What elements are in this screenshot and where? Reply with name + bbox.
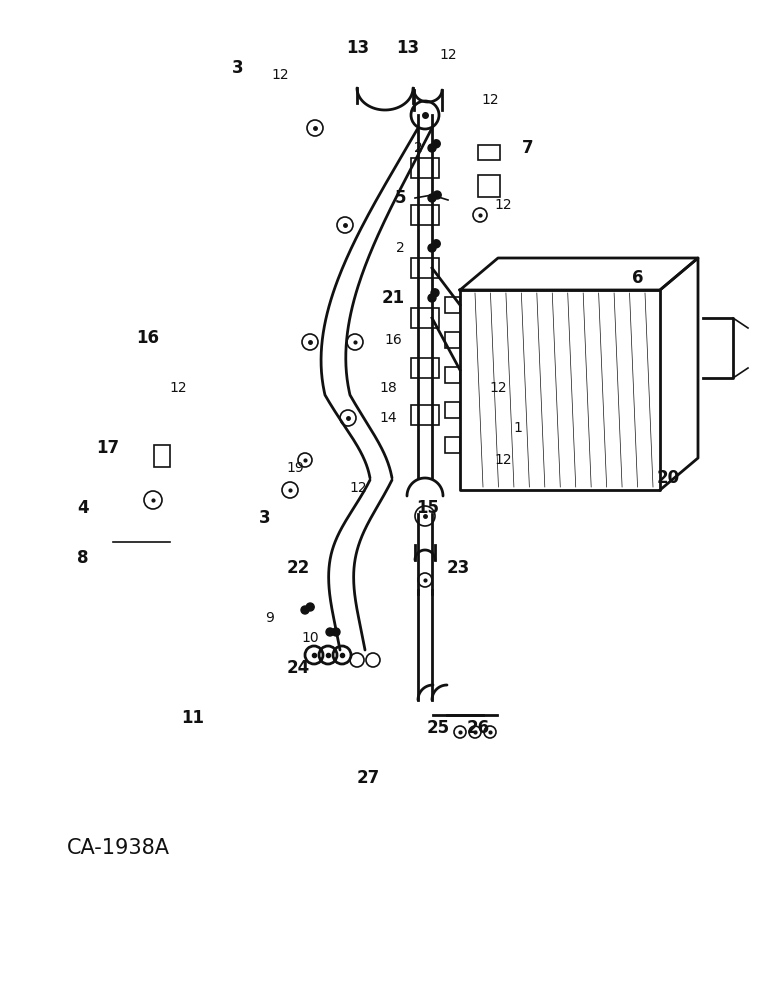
Bar [411, 205, 439, 225]
Text: 12: 12 [349, 481, 367, 495]
Bar [445, 437, 460, 453]
Bar [411, 308, 439, 328]
Circle shape [306, 603, 314, 611]
Bar [478, 145, 500, 160]
Circle shape [432, 240, 440, 248]
Text: 14: 14 [379, 411, 397, 425]
Text: 23: 23 [446, 559, 469, 577]
Text: 7: 7 [522, 139, 533, 157]
Circle shape [432, 140, 440, 148]
Text: 15: 15 [417, 499, 439, 517]
Bar [478, 175, 500, 197]
Text: 3: 3 [259, 509, 271, 527]
Text: 12: 12 [169, 381, 187, 395]
Circle shape [428, 244, 436, 252]
Text: 10: 10 [301, 631, 319, 645]
Text: 18: 18 [379, 381, 397, 395]
Circle shape [428, 194, 436, 202]
Text: 12: 12 [439, 48, 457, 62]
Bar [411, 358, 439, 378]
Bar [445, 402, 460, 418]
Circle shape [301, 606, 309, 614]
Text: 4: 4 [77, 499, 89, 517]
Text: 12: 12 [494, 453, 512, 467]
Text: 27: 27 [357, 769, 380, 787]
Text: 1: 1 [513, 421, 523, 435]
Text: 2: 2 [414, 141, 422, 155]
Bar [154, 445, 170, 467]
Text: 24: 24 [286, 659, 310, 677]
Text: 12: 12 [489, 381, 506, 395]
Text: 12: 12 [494, 198, 512, 212]
Text: 13: 13 [397, 39, 419, 57]
Circle shape [332, 628, 340, 636]
Text: 16: 16 [384, 333, 402, 347]
Bar [411, 158, 439, 178]
Bar [411, 258, 439, 278]
Text: 22: 22 [286, 559, 310, 577]
Circle shape [433, 191, 441, 199]
Bar [411, 405, 439, 425]
Text: 5: 5 [394, 189, 406, 207]
Text: 11: 11 [181, 709, 205, 727]
Circle shape [431, 289, 439, 297]
Text: 9: 9 [266, 611, 274, 625]
Text: 17: 17 [96, 439, 120, 457]
Text: 19: 19 [286, 461, 304, 475]
Text: 20: 20 [656, 469, 679, 487]
Text: 25: 25 [426, 719, 449, 737]
Text: 13: 13 [347, 39, 370, 57]
Text: 3: 3 [232, 59, 244, 77]
Text: 6: 6 [632, 269, 644, 287]
Text: 21: 21 [381, 289, 405, 307]
Text: 12: 12 [271, 68, 289, 82]
Circle shape [326, 628, 334, 636]
Bar [445, 297, 460, 313]
Circle shape [428, 144, 436, 152]
Circle shape [428, 294, 436, 302]
Text: 8: 8 [77, 549, 89, 567]
Bar [445, 367, 460, 383]
Text: 2: 2 [395, 241, 405, 255]
Bar [445, 332, 460, 348]
Text: CA-1938A: CA-1938A [66, 838, 170, 858]
Text: 12: 12 [481, 93, 499, 107]
Text: 26: 26 [466, 719, 489, 737]
Text: 16: 16 [137, 329, 160, 347]
